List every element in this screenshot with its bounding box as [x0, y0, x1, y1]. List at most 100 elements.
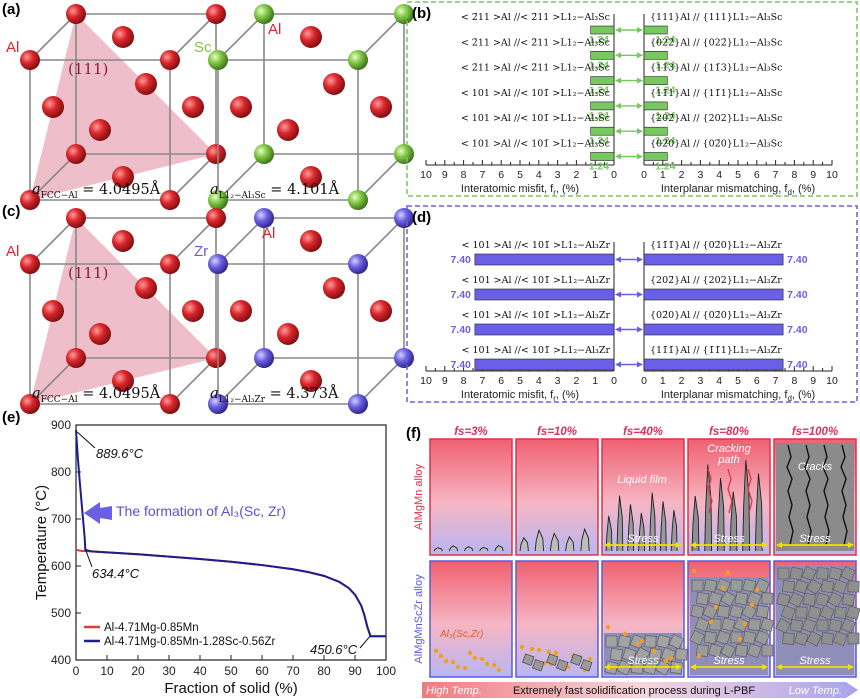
arrow-head: [637, 77, 643, 84]
grain: [840, 565, 856, 582]
al3scZr-particle: [754, 587, 760, 593]
tick-label-right: 0: [641, 169, 647, 181]
atom-corner: [254, 208, 274, 228]
grain: [828, 618, 843, 633]
bar-mismatch: [643, 323, 784, 336]
tick-label-left: 7: [479, 169, 485, 181]
grain: [715, 578, 731, 594]
grain: [644, 635, 657, 648]
grain: [828, 566, 843, 581]
atom-corner: [348, 254, 368, 274]
cell-edge: [169, 153, 217, 201]
atom-face: [89, 119, 111, 141]
grain: [696, 644, 709, 657]
grain: [720, 590, 737, 607]
atom-face: [230, 96, 252, 118]
crack: [804, 444, 812, 546]
atom-corner: [66, 348, 86, 368]
value-label-left: 7.40: [450, 324, 471, 336]
atom-face: [42, 300, 64, 322]
lattice-param-zr: aL1₂−Al₃Zr = 4.373Å: [210, 384, 339, 405]
cell-almgmn: [429, 438, 513, 556]
grain: [755, 604, 770, 619]
atom-corner: [254, 348, 274, 368]
orientation-relation: < 2̄11 >Al //< 2̄11 >L1₂−Al₃Sc: [461, 37, 610, 48]
annotation-formation: The formation of Al₃(Sc, Zr): [116, 503, 286, 519]
plane-relation: {02̄0}Al // {02̄0}L1₂−Al₃Sc: [650, 139, 782, 150]
tick-label-right: 2: [679, 375, 685, 387]
orientation-relation: < 101 >Al //< 101̄ >L1₂−Al₃Zr: [462, 345, 611, 356]
grain: [754, 630, 770, 646]
tick-label-left: 9: [442, 375, 448, 387]
grain: [819, 605, 835, 621]
formation-arrow-icon: [84, 502, 112, 524]
atom-corner: [348, 190, 368, 210]
arrow-head: [637, 27, 643, 33]
unit-cell-sc: [208, 4, 414, 210]
grain: [733, 617, 749, 633]
al3scZr-particle: [479, 656, 485, 662]
atom-face: [89, 323, 111, 345]
atom-face: [370, 96, 392, 118]
panel-label-d: (d): [412, 209, 431, 226]
atom-corner: [254, 144, 274, 164]
x-tick-label: 100: [376, 664, 396, 678]
tick-label-right: 10: [826, 375, 838, 387]
y-tick-label: 900: [51, 418, 71, 432]
nucleus: [546, 653, 559, 666]
nucleus: [522, 653, 535, 666]
series-line-2: [75, 429, 386, 638]
grain: [846, 605, 860, 620]
orientation-relation: < 101 >Al //< 101̄ >L1₂−Al₃Zr: [462, 275, 611, 286]
value-label-left: 1.24: [589, 59, 610, 71]
value-label-left: 1.24: [589, 110, 610, 122]
crystal-structures: Al (111) Sc Al Al (111) Zr Al aFCC−Al = 4.0495Å a…: [6, 4, 414, 414]
atom-corner: [20, 50, 40, 70]
bar-misfit: [590, 25, 615, 35]
arrow-head: [762, 664, 768, 670]
value-label-right: 7.40: [787, 254, 808, 266]
grain: [754, 473, 763, 552]
al3scZr-particle: [546, 649, 552, 655]
x-tick-label: 30: [162, 664, 176, 678]
arrow-head: [637, 291, 643, 298]
value-label-right: 7.40: [787, 359, 808, 371]
grain: [616, 495, 624, 552]
fs-label: fs=3%: [454, 426, 488, 438]
orientation-relation: < 101 >Al //< 101̄ >L1₂−Al₃Sc: [461, 113, 610, 124]
tick-label-right: 6: [754, 375, 760, 387]
bar-mismatch: [643, 101, 668, 111]
grain: [780, 605, 796, 621]
arrow-head: [637, 153, 643, 160]
al3scZr-particle: [720, 585, 726, 591]
arrow-head: [637, 102, 643, 109]
bar-mismatch: [643, 50, 668, 60]
grain: [832, 631, 848, 647]
value-label-left: 7.40: [450, 254, 471, 266]
tick-label-right: 4: [716, 169, 722, 181]
arrow-head: [637, 52, 643, 59]
atom-corner: [206, 4, 226, 24]
arrow-head: [604, 542, 610, 548]
arrow-head: [776, 664, 782, 670]
label-al-a: Al: [6, 39, 19, 56]
grain: [841, 592, 856, 607]
grain: [708, 591, 723, 606]
atom-face: [277, 119, 299, 141]
panel-label-e: (e): [2, 409, 20, 426]
grain: [519, 536, 529, 552]
arrow-head: [637, 326, 643, 333]
atom-face: [300, 166, 322, 188]
grain: [433, 547, 443, 552]
grain: [659, 501, 667, 552]
arrow-head: [615, 77, 621, 84]
grain: [816, 567, 829, 580]
label-high-temp: High Temp.: [426, 685, 482, 697]
arrow-head: [637, 128, 643, 135]
bar-mismatch: [643, 76, 668, 85]
value-label-left: 7.40: [450, 359, 471, 371]
al3scZr-particle: [433, 648, 439, 654]
grain: [708, 643, 723, 658]
unit-cell-al: [20, 4, 226, 210]
